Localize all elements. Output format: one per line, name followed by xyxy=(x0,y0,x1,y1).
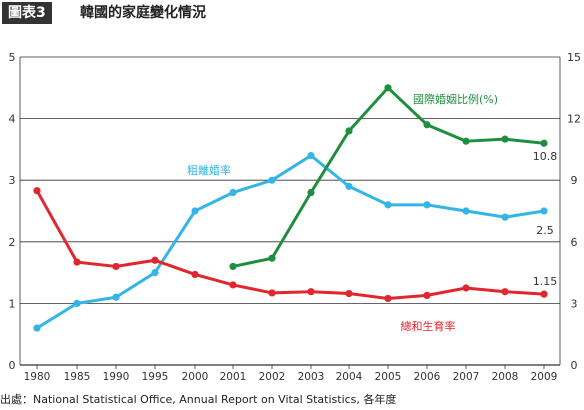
x-tick-label: 2009 xyxy=(531,371,558,383)
x-tick-label: 2008 xyxy=(492,371,519,383)
data-point-divorce-rate xyxy=(268,176,276,184)
data-point-fertility-rate xyxy=(151,256,159,264)
data-point-divorce-rate xyxy=(540,207,548,215)
y-right-tick-label: 6 xyxy=(571,236,578,249)
data-point-international-marriage xyxy=(423,121,431,129)
y-left-tick-label: 1 xyxy=(9,297,16,310)
data-point-divorce-rate xyxy=(151,269,159,277)
data-point-divorce-rate xyxy=(191,207,199,215)
data-point-fertility-rate xyxy=(540,290,548,298)
data-point-international-marriage xyxy=(462,137,470,145)
y-left-tick-label: 2 xyxy=(9,236,16,249)
data-point-divorce-rate xyxy=(345,182,353,190)
y-left-tick-label: 0 xyxy=(9,359,16,372)
data-point-international-marriage xyxy=(229,262,237,271)
data-point-divorce-rate xyxy=(73,299,81,307)
data-point-fertility-rate xyxy=(423,291,431,299)
data-point-fertility-rate xyxy=(384,294,392,303)
series-label-fertility-rate: 總和生育率 xyxy=(401,319,456,333)
y-right-tick-label: 12 xyxy=(567,113,581,126)
data-point-fertility-rate xyxy=(112,262,120,271)
y-left-tick-label: 5 xyxy=(9,51,16,64)
source-note: 出處：National Statistical Office, Annual R… xyxy=(0,393,397,406)
x-tick-label: 1980 xyxy=(24,371,51,383)
end-value-label-fertility-rate: 1.15 xyxy=(533,275,558,288)
series-label-divorce-rate: 粗離婚率 xyxy=(187,163,231,177)
x-tick-label: 2005 xyxy=(375,371,402,383)
data-point-international-marriage xyxy=(307,188,315,197)
data-point-international-marriage xyxy=(540,139,548,147)
data-point-international-marriage xyxy=(384,84,392,92)
x-tick-label: 1990 xyxy=(103,371,130,383)
x-tick-label: 1995 xyxy=(142,371,169,383)
data-point-divorce-rate xyxy=(112,293,120,301)
data-point-fertility-rate xyxy=(229,281,237,289)
data-point-divorce-rate xyxy=(501,213,509,221)
data-point-fertility-rate xyxy=(33,187,41,195)
data-point-fertility-rate xyxy=(268,289,276,297)
x-tick-label: 2006 xyxy=(414,371,441,383)
y-left-tick-label: 4 xyxy=(9,113,16,126)
data-point-divorce-rate xyxy=(384,201,392,209)
data-point-international-marriage xyxy=(345,127,353,135)
data-point-fertility-rate xyxy=(345,289,353,298)
data-point-international-marriage xyxy=(501,135,509,143)
data-point-fertility-rate xyxy=(462,284,470,292)
data-point-divorce-rate xyxy=(307,151,315,160)
y-right-tick-label: 15 xyxy=(567,51,581,64)
end-value-label-divorce-rate: 2.5 xyxy=(536,224,554,237)
x-tick-label: 1985 xyxy=(64,371,91,383)
data-point-divorce-rate xyxy=(423,201,431,209)
figure-label: 圖表3 xyxy=(2,2,52,24)
end-value-label-international-marriage: 10.8 xyxy=(533,150,558,163)
series-line-fertility-rate xyxy=(35,189,546,300)
figure-header: 圖表3 韓國的家庭變化情況 xyxy=(0,0,584,30)
series-label-international-marriage: 國際婚姻比例(%) xyxy=(413,92,498,106)
figure-title: 韓國的家庭變化情況 xyxy=(80,5,206,21)
data-point-fertility-rate xyxy=(191,270,199,279)
data-point-international-marriage xyxy=(268,254,276,262)
data-point-fertility-rate xyxy=(501,288,509,296)
x-tick-label: 2004 xyxy=(336,371,363,383)
y-right-tick-label: 9 xyxy=(571,174,578,187)
x-tick-label: 2002 xyxy=(259,371,286,383)
y-right-tick-label: 3 xyxy=(571,297,578,310)
series-line-divorce-rate xyxy=(35,154,546,330)
x-tick-label: 2001 xyxy=(220,371,247,383)
data-point-fertility-rate xyxy=(307,288,315,296)
x-tick-label: 2007 xyxy=(453,371,480,383)
data-point-divorce-rate xyxy=(462,207,470,215)
x-tick-label: 2003 xyxy=(298,371,325,383)
data-point-divorce-rate xyxy=(33,324,41,332)
data-point-fertility-rate xyxy=(73,258,81,266)
y-right-tick-label: 0 xyxy=(571,359,578,372)
x-tick-label: 2000 xyxy=(182,371,209,383)
y-left-tick-label: 3 xyxy=(9,174,16,187)
data-point-divorce-rate xyxy=(229,188,237,197)
